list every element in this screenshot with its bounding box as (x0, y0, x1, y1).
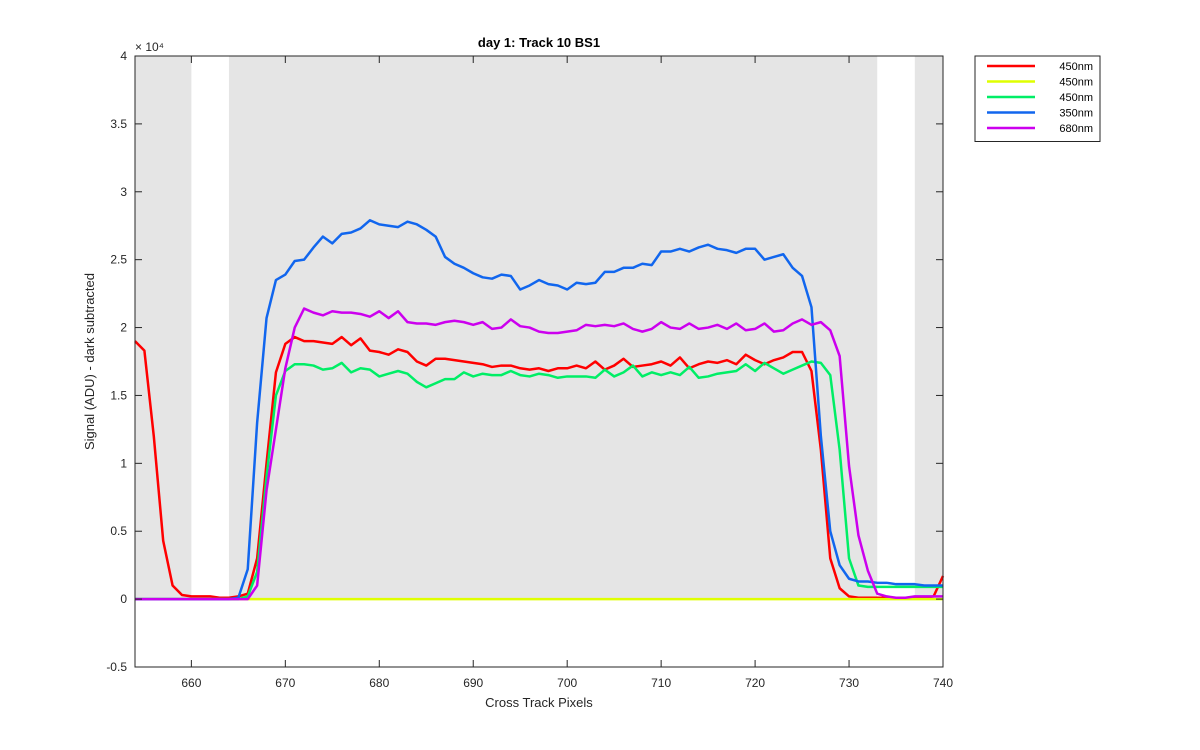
y-tick-label: -0.5 (106, 660, 127, 674)
y-tick-label: 2.5 (110, 253, 127, 267)
y-tick-label: 1.5 (110, 388, 127, 402)
y-axis-label: Signal (ADU) - dark subtracted (82, 273, 97, 450)
shaded-regions (135, 56, 943, 600)
y-tick-label: 1 (120, 456, 127, 470)
legend-label-5: 680nm (1059, 123, 1093, 135)
x-tick-label: 700 (557, 676, 577, 690)
plot-frame (134, 55, 944, 668)
shaded-region-1 (135, 56, 192, 600)
series-line-1 (134, 335, 945, 599)
y-tick-label: 0 (120, 592, 127, 606)
x-tick-label: 680 (369, 676, 389, 690)
legend: 450nm 450nm 450nm 350nm 680nm (974, 55, 1101, 142)
x-tick-label: 740 (933, 676, 953, 690)
y-tick-label: 0.5 (110, 524, 127, 538)
series-line-4 (135, 219, 943, 601)
y-tick-label: 3 (120, 185, 127, 199)
x-tick-label: 660 (181, 676, 201, 690)
tick-labels: 660 670 680 690 700 710 720 730 740 -0.5 0 0.5 1 1.5 2… (106, 49, 953, 690)
series-lines (134, 219, 945, 601)
legend-label-1: 450nm (1059, 61, 1093, 73)
axes (134, 55, 944, 668)
y-tick-label: 2 (120, 321, 127, 335)
x-tick-label: 690 (463, 676, 483, 690)
series-line-3 (135, 360, 943, 601)
x-tick-label: 670 (275, 676, 295, 690)
x-tick-label: 720 (745, 676, 765, 690)
chart-title: day 1: Track 10 BS1 (478, 35, 600, 50)
x-tick-label: 710 (651, 676, 671, 690)
y-tick-label: 4 (120, 49, 127, 63)
legend-label-4: 350nm (1059, 108, 1093, 120)
y-exponent-label: × 10⁴ (135, 40, 164, 54)
x-tick-label: 730 (839, 676, 859, 690)
legend-label-2: 450nm (1059, 77, 1093, 89)
legend-label-3: 450nm (1059, 92, 1093, 104)
x-axis-label: Cross Track Pixels (485, 695, 593, 710)
series-line-5 (135, 307, 943, 601)
shaded-region-2 (228, 56, 878, 600)
y-tick-label: 3.5 (110, 117, 127, 131)
